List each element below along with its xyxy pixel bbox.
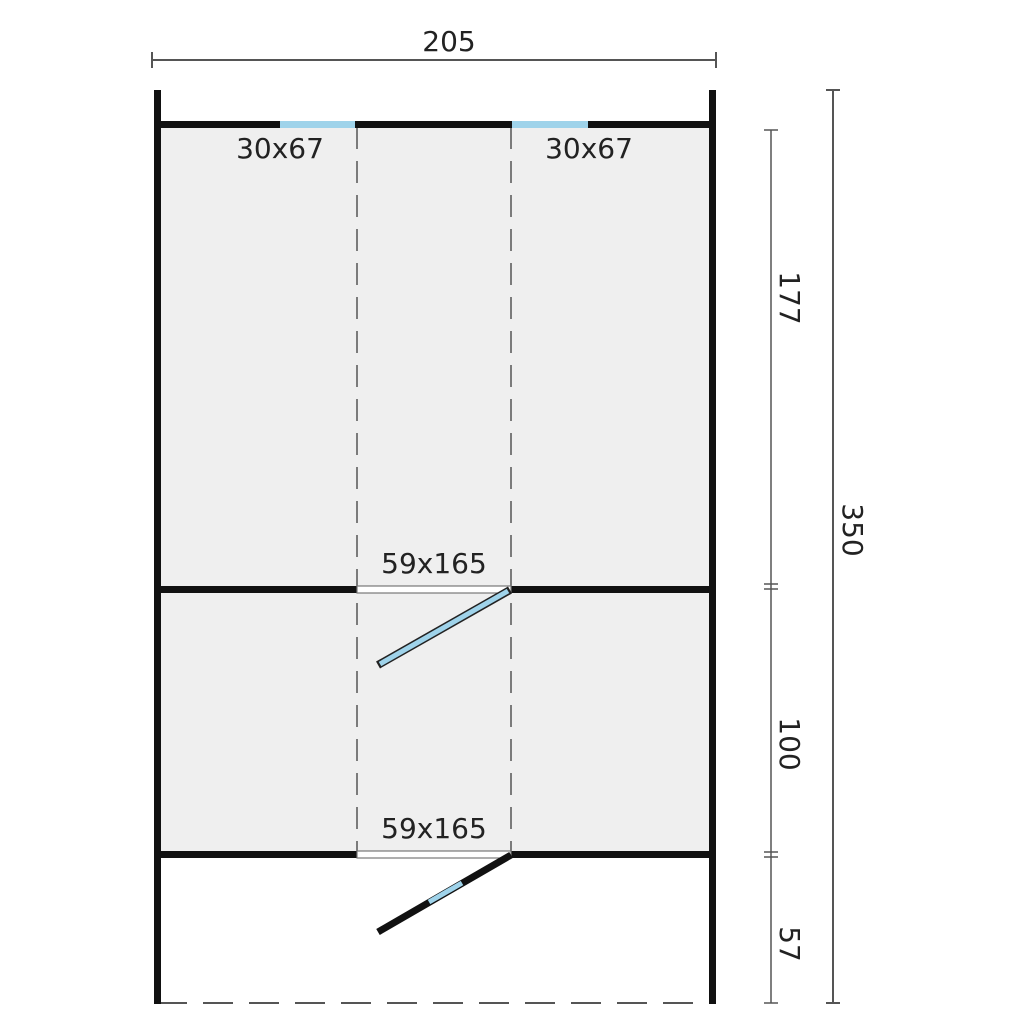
window-right-label: 30x67 (545, 132, 633, 165)
partition-wall-left (157, 586, 357, 593)
width-dimension-label: 205 (422, 25, 475, 58)
front-wall-right (511, 851, 712, 858)
front-door-glass (427, 880, 464, 905)
front-wall-left (157, 851, 357, 858)
door-openings (356, 585, 512, 859)
interior-door-label: 59x165 (381, 547, 487, 580)
back-wall (157, 121, 712, 128)
window-left-label: 30x67 (236, 132, 324, 165)
room2-depth-label: 100 (773, 717, 806, 770)
porch-depth-label: 57 (773, 926, 806, 962)
room1-depth-label: 177 (773, 271, 806, 324)
interior-door-glass (378, 588, 510, 667)
walls (154, 90, 716, 1004)
front-door-label: 59x165 (381, 812, 487, 845)
depth-dimension-label: 350 (836, 503, 869, 556)
interior-floor (157, 124, 712, 854)
partition-wall-right (511, 586, 712, 593)
section-dimension-line (764, 129, 778, 1004)
window-left (280, 121, 355, 128)
width-dimension-line (151, 52, 717, 68)
left-wall (154, 90, 161, 1004)
window-right (512, 121, 588, 128)
door-guide-lines (356, 127, 512, 853)
depth-dimension-line (826, 89, 840, 1004)
right-wall (709, 90, 716, 1004)
